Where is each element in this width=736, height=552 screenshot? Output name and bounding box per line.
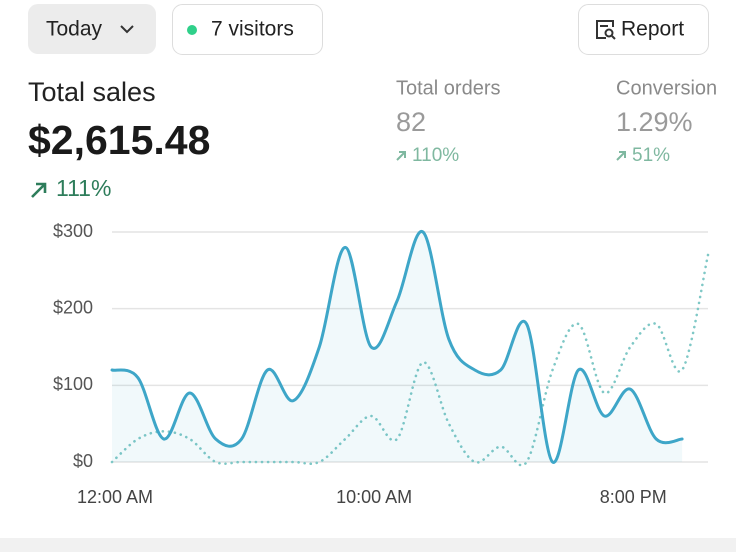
y-tick-label: $100 bbox=[53, 374, 93, 394]
report-icon bbox=[596, 20, 616, 40]
button-bg bbox=[172, 4, 323, 55]
x-tick-label: 10:00 AM bbox=[336, 487, 412, 507]
metric-change: 51% bbox=[632, 145, 670, 166]
metric-value: $2,615.48 bbox=[28, 117, 210, 163]
up-arrow-icon bbox=[31, 182, 47, 198]
visitors-button[interactable]: 7 visitors bbox=[172, 4, 323, 55]
y-tick-label: $300 bbox=[53, 221, 93, 241]
chevron-icon bbox=[120, 25, 134, 34]
button-bg bbox=[578, 4, 709, 55]
button-label: 7 visitors bbox=[211, 18, 294, 41]
metric-value: 82 bbox=[396, 107, 426, 137]
button-label: Today bbox=[46, 18, 103, 41]
metric-change: 110% bbox=[412, 145, 459, 166]
line-series bbox=[110, 230, 684, 464]
metric-label: Conversion bbox=[616, 77, 717, 99]
y-tick-label: $0 bbox=[73, 451, 93, 471]
date-button[interactable]: Today bbox=[28, 4, 156, 54]
bottom-bar bbox=[0, 538, 736, 552]
metric-change: 111% bbox=[56, 175, 111, 201]
live-dot bbox=[187, 25, 197, 35]
chart: $0 $100 $200 $300 12:00 AM 10:00 AM 8:00 PM bbox=[53, 221, 710, 507]
line-area bbox=[112, 231, 683, 463]
metric-value: 1.29% bbox=[616, 107, 693, 137]
metric-label: Total orders bbox=[396, 77, 501, 99]
metric-label: Total sales bbox=[28, 77, 156, 107]
report-button[interactable]: Report bbox=[578, 4, 709, 55]
up-arrow-icon bbox=[396, 151, 406, 161]
up-arrow-icon bbox=[616, 151, 626, 161]
line-series bbox=[110, 253, 710, 467]
y-tick-label: $200 bbox=[53, 297, 93, 317]
button-bg bbox=[28, 4, 156, 54]
button-label: Report bbox=[621, 18, 684, 41]
x-tick-label: 12:00 AM bbox=[77, 487, 153, 507]
x-tick-label: 8:00 PM bbox=[600, 487, 667, 507]
